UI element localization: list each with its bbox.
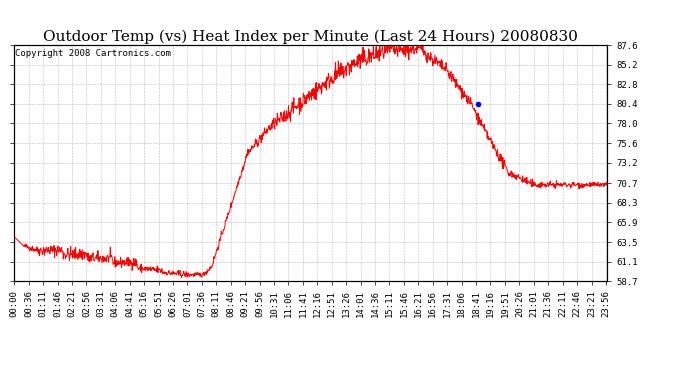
- Text: Copyright 2008 Cartronics.com: Copyright 2008 Cartronics.com: [15, 48, 171, 57]
- Title: Outdoor Temp (vs) Heat Index per Minute (Last 24 Hours) 20080830: Outdoor Temp (vs) Heat Index per Minute …: [43, 30, 578, 44]
